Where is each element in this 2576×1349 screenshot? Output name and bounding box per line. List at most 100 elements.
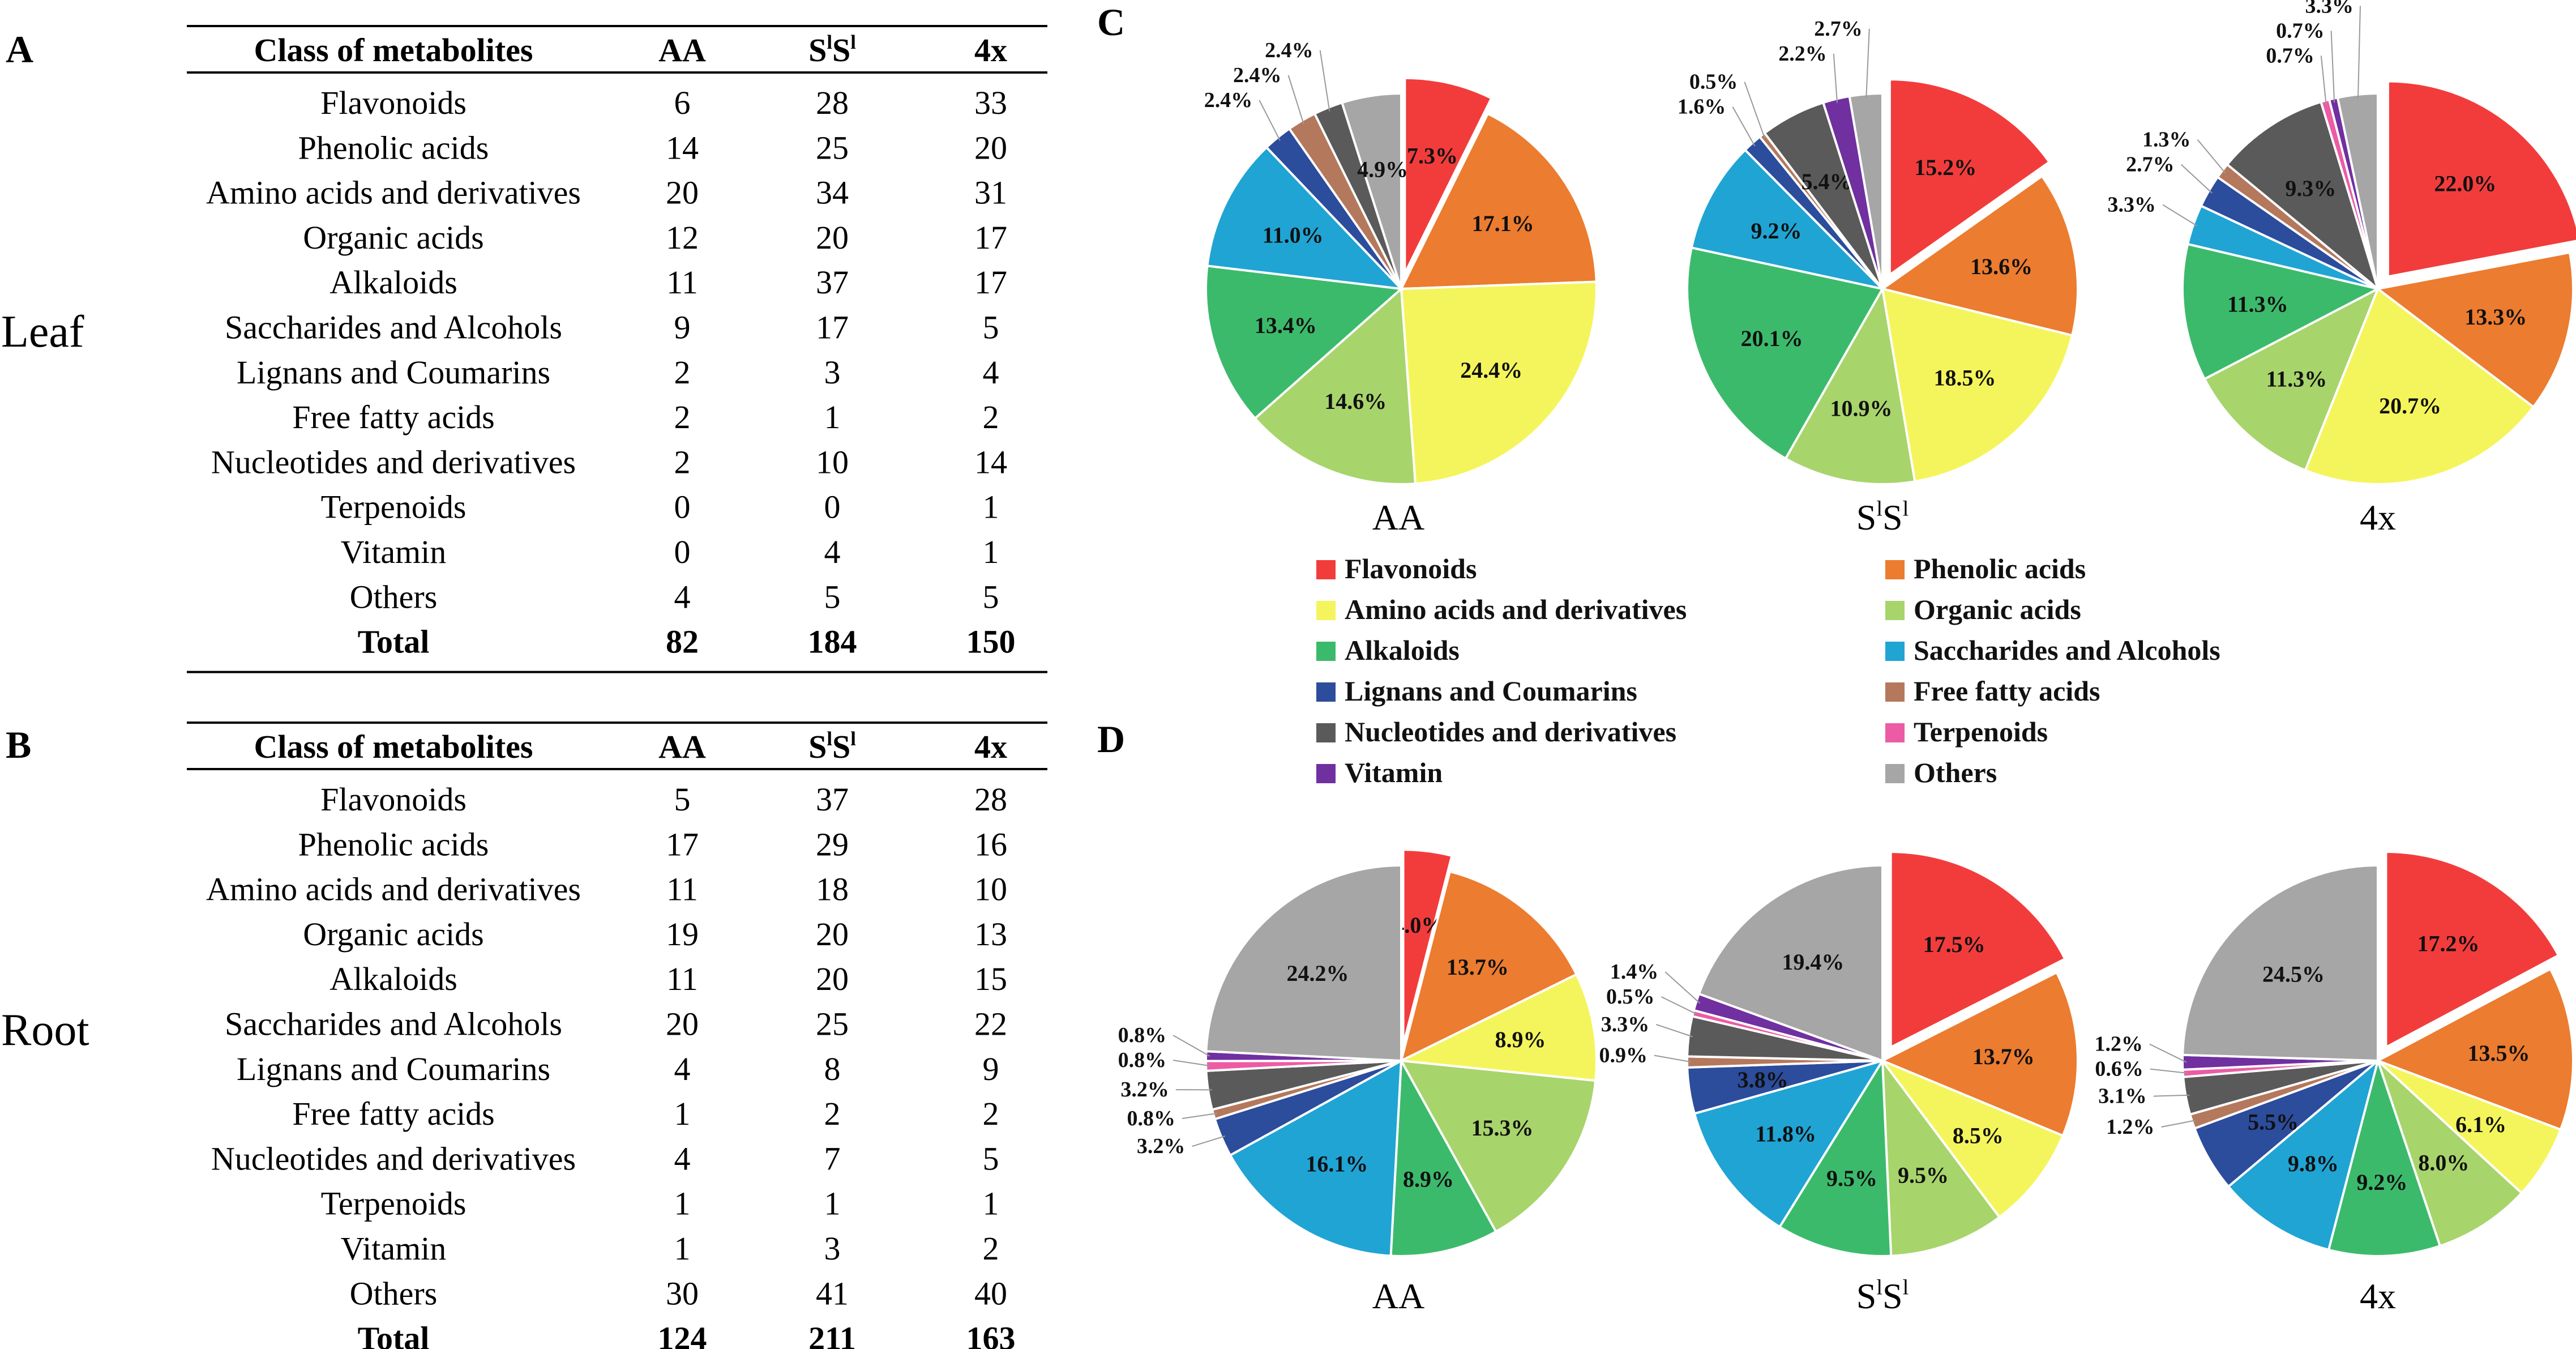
panel-letter-b: B <box>6 723 31 766</box>
pie-slice <box>1397 972 1598 1082</box>
table-row: Vitamin 0 4 1 <box>341 533 999 570</box>
pie-data-label: 1.6% <box>1678 95 1726 119</box>
table-cell-aa: 11 <box>666 264 698 301</box>
table-cell-class: Free fatty acids <box>292 399 495 436</box>
table-header-ss: SlSl <box>808 728 856 765</box>
legend-item: Lignans and Coumarins <box>1316 675 1637 707</box>
pie-data-label: 2.4% <box>1265 39 1313 62</box>
table-cell-ss: 10 <box>816 443 849 480</box>
table-cell-ss: 20 <box>816 219 849 256</box>
table-cell-4x: 17 <box>974 264 1007 301</box>
pie-leader-line <box>1732 106 1756 147</box>
legend-label: Nucleotides and derivatives <box>1345 716 1676 748</box>
pie-data-label: 13.7% <box>1447 954 1509 980</box>
table-cell-aa: 20 <box>666 1006 699 1043</box>
table-cell-4x: 22 <box>974 1006 1007 1043</box>
table-cell-class: Others <box>350 1275 438 1312</box>
legend-swatch <box>1316 682 1336 702</box>
table-row: Phenolic acids 14 25 20 <box>298 129 1007 166</box>
pie-slice <box>1205 264 1404 420</box>
pie-slice <box>1686 246 1885 460</box>
pie-data-label: 9.3% <box>2285 176 2336 201</box>
table-cell-4x: 5 <box>983 309 999 346</box>
legend-label: Organic acids <box>1914 594 2081 625</box>
pie-slice <box>1340 92 1402 289</box>
pie-data-label: 11.3% <box>2266 366 2327 392</box>
table-cell-aa: 11 <box>666 871 698 908</box>
pie-slice <box>1690 148 1886 291</box>
table-row: Alkaloids 11 20 15 <box>330 960 1007 997</box>
legend-item: Free fatty acids <box>1885 675 2100 707</box>
table-cell-aa: 0 <box>674 533 691 570</box>
legend-swatch <box>1885 560 1905 579</box>
pie-data-label: 6.1% <box>2455 1112 2506 1137</box>
table-cell-ss: 4 <box>824 533 841 570</box>
legend-item: Amino acids and derivatives <box>1316 594 1687 625</box>
pie-slice <box>1784 285 1916 485</box>
pie-data-label: 3.1% <box>2098 1085 2147 1108</box>
pie-leader-line <box>1664 971 1701 1004</box>
table-cell-ss: 17 <box>816 309 849 346</box>
pie-slice <box>1253 286 1417 485</box>
pie-title: SlSl <box>1856 497 1909 537</box>
pie-data-label: 1.2% <box>2106 1115 2155 1139</box>
pie-data-label: 15.2% <box>1914 155 1976 180</box>
pie-data-label: 9.2% <box>1751 218 1802 244</box>
table-header-class: Class of metabolites <box>254 728 533 765</box>
table-cell-aa: 30 <box>666 1275 699 1312</box>
table-cell-aa: 1 <box>674 1230 691 1267</box>
pie-data-label: 10.9% <box>1830 396 1893 421</box>
table-cell-aa: 9 <box>674 309 691 346</box>
table-cell-4x: 15 <box>974 960 1007 997</box>
pie-slice <box>1399 112 1598 291</box>
pie-data-label: 11.8% <box>1755 1121 1816 1147</box>
table-row: Phenolic acids 17 29 16 <box>298 826 1007 863</box>
pie-leader-line <box>2357 6 2361 99</box>
pie-data-label: 18.5% <box>1934 365 1996 391</box>
table-cell-aa: 0 <box>674 489 691 526</box>
pie-data-label: 16.1% <box>1306 1151 1368 1176</box>
table-cell-aa: 2 <box>674 443 691 480</box>
table-cell-aa: 2 <box>674 399 691 436</box>
table-row: Others 4 5 5 <box>350 578 999 615</box>
table-total-row: Total 124 211 163 <box>358 1320 1016 1349</box>
table-cell-ss: 0 <box>824 489 841 526</box>
pie-data-label: 13.7% <box>1972 1044 2035 1069</box>
table-header-4x: 4x <box>974 728 1007 765</box>
table-cell-aa: 1 <box>674 1185 691 1222</box>
table-row: Terpenoids 1 1 1 <box>321 1185 999 1222</box>
pie-slice <box>2385 850 2560 1049</box>
pie-chart-D-2: 17.5%13.7%8.5%9.5%9.5%11.8%3.8%19.4%0.9%… <box>1599 851 2079 1316</box>
table-header-4x: 4x <box>974 32 1007 69</box>
table-cell-class: Terpenoids <box>321 489 467 526</box>
table-cell-class: Free fatty acids <box>292 1095 495 1132</box>
pie-data-label: 3.8% <box>1738 1067 1788 1092</box>
pie-slice <box>1402 848 1453 1045</box>
table-row: Nucleotides and derivatives 2 10 14 <box>211 443 1007 480</box>
table-cell-class: Terpenoids <box>321 1185 467 1222</box>
pie-data-label: 3.3% <box>2108 193 2156 217</box>
pie-data-label: 14.6% <box>1324 389 1387 414</box>
table-cell-class: Lignans and Coumarins <box>237 1051 550 1087</box>
table-cell-ss: 18 <box>816 871 849 908</box>
legend-swatch <box>1316 601 1336 620</box>
table-cell-4x: 4 <box>983 354 999 391</box>
table-cell-ss: 29 <box>816 826 849 863</box>
table-cell-class: Others <box>350 578 438 615</box>
pie-data-label: 0.6% <box>2095 1057 2143 1081</box>
pie-data-label: 5.4% <box>1802 169 1852 194</box>
table-cell-4x: 1 <box>983 489 999 526</box>
table-cell-class: Nucleotides and derivatives <box>211 1140 576 1177</box>
table-cell-ss: 25 <box>816 1006 849 1043</box>
table-cell-class: Flavonoids <box>320 781 467 818</box>
table-cell-4x: 2 <box>983 399 999 436</box>
pie-leader-line <box>1173 1035 1210 1057</box>
pie-data-label: 3.3% <box>1601 1013 1650 1036</box>
pie-slice <box>1389 1056 1498 1257</box>
pie-slice <box>2203 286 2380 472</box>
table-cell-4x: 28 <box>974 781 1007 818</box>
pie-data-label: 24.4% <box>1460 357 1522 383</box>
table-cell-aa: 17 <box>666 826 699 863</box>
table-header-class: Class of metabolites <box>254 32 533 69</box>
table-cell-class: Saccharides and Alcohols <box>225 309 562 346</box>
